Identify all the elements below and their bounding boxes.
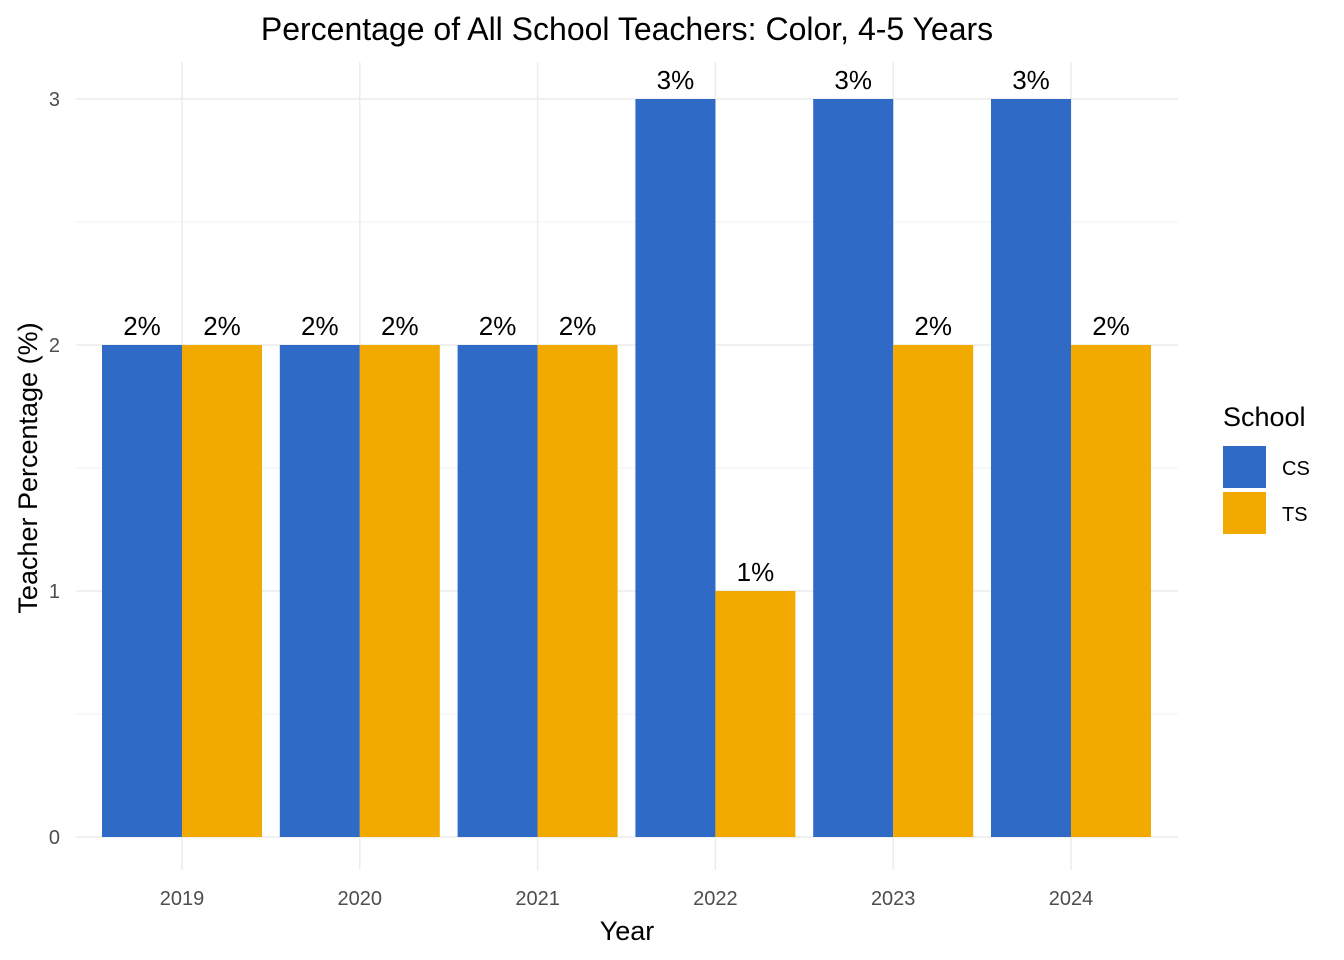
legend-key-cs: [1223, 446, 1266, 488]
bar-label-cs-2023: 3%: [834, 65, 872, 95]
legend-title: School: [1223, 402, 1306, 432]
bar-ts-2022: [715, 591, 796, 837]
bar-label-cs-2020: 2%: [301, 311, 339, 341]
x-tick-label: 2023: [871, 888, 916, 910]
bar-ts-2019: [182, 345, 262, 837]
x-axis-title: Year: [600, 916, 655, 946]
legend-label-cs: CS: [1282, 458, 1310, 480]
x-tick-label: 2021: [515, 888, 560, 910]
x-tick-label: 2024: [1049, 888, 1094, 910]
y-tick-label: 0: [49, 827, 60, 849]
bar-cs-2020: [279, 345, 360, 837]
bar-cs-2024: [991, 99, 1071, 837]
bar-cs-2021: [457, 345, 538, 837]
bar-label-ts-2021: 2%: [559, 311, 597, 341]
y-tick-label: 2: [49, 335, 60, 357]
x-tick-label: 2022: [693, 888, 738, 910]
bar-label-ts-2019: 2%: [203, 311, 241, 341]
chart-title: Percentage of All School Teachers: Color…: [261, 11, 993, 47]
bar-ts-2020: [359, 345, 440, 837]
legend-label-ts: TS: [1282, 504, 1308, 526]
bar-labels: 2% 2% 2% 2% 2% 2% 3% 1% 3% 2% 3% 2%: [123, 65, 1130, 587]
legend-key-ts: [1223, 492, 1266, 534]
bars: [102, 99, 1151, 837]
bar-ts-2021: [537, 345, 618, 837]
bar-label-ts-2023: 2%: [914, 311, 952, 341]
bar-label-ts-2022: 1%: [737, 557, 775, 587]
bar-ts-2024: [1071, 345, 1151, 837]
x-axis-ticks: 2019 2020 2021 2022 2023 2024: [160, 888, 1094, 910]
bar-label-cs-2024: 3%: [1012, 65, 1050, 95]
y-axis-ticks: 0 1 2 3: [49, 89, 60, 849]
bar-ts-2023: [893, 345, 974, 837]
legend: School CS TS: [1223, 402, 1310, 534]
y-axis-title: Teacher Percentage (%): [13, 322, 43, 613]
bar-label-ts-2024: 2%: [1092, 311, 1130, 341]
x-tick-label: 2020: [338, 888, 383, 910]
bar-label-cs-2022: 3%: [657, 65, 695, 95]
bar-cs-2022: [635, 99, 716, 837]
bar-cs-2023: [813, 99, 894, 837]
y-tick-label: 1: [49, 581, 60, 603]
bar-cs-2019: [102, 345, 182, 837]
x-tick-label: 2019: [160, 888, 205, 910]
y-tick-label: 3: [49, 89, 60, 111]
bar-label-ts-2020: 2%: [381, 311, 419, 341]
bar-label-cs-2019: 2%: [123, 311, 161, 341]
bar-label-cs-2021: 2%: [479, 311, 517, 341]
